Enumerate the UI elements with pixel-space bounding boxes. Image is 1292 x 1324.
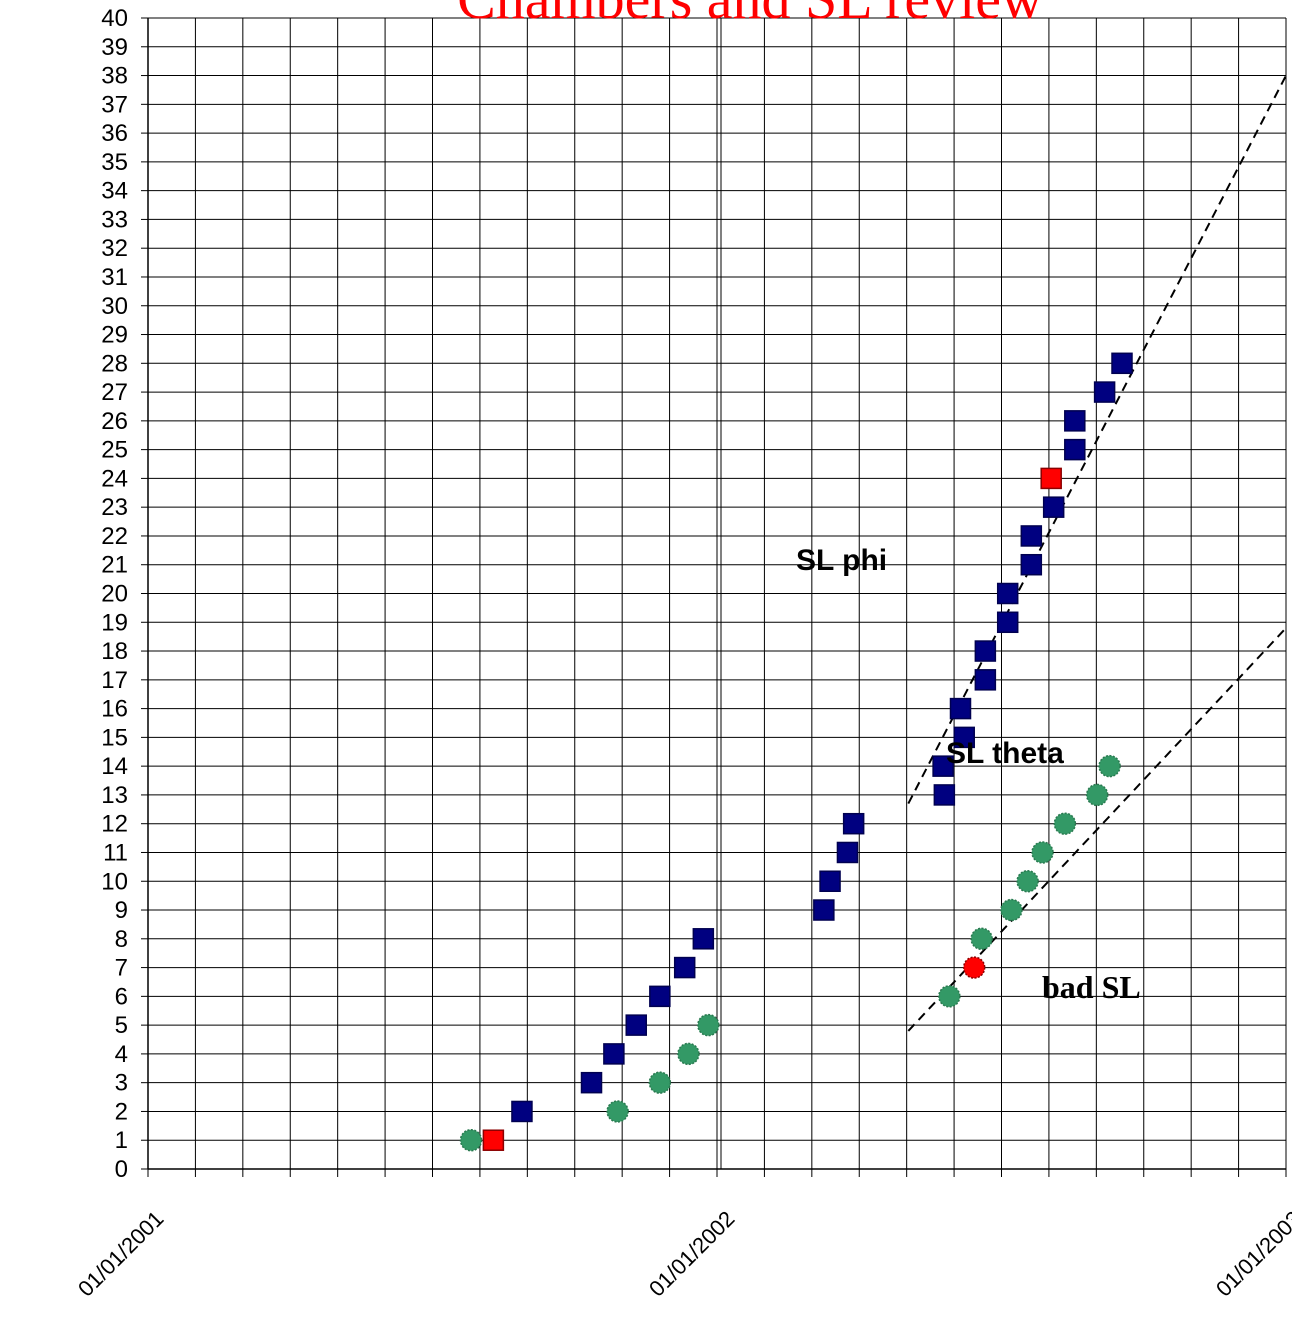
y-tick-label: 34 (101, 178, 128, 205)
data-point-circle (962, 956, 986, 979)
annotation-bad-sl: bad SL (1042, 969, 1141, 1005)
annotation-sl-theta: SL theta (946, 737, 1064, 770)
data-point-square (1042, 496, 1065, 518)
y-tick-label: 38 (101, 63, 128, 90)
data-point-square (949, 697, 972, 720)
y-tick-label: 23 (101, 494, 128, 521)
y-tick-label: 17 (101, 667, 128, 694)
x-tick-label: 01/01/2002 (644, 1206, 740, 1302)
y-tick-label: 33 (101, 206, 128, 233)
data-point-square (1064, 410, 1086, 432)
data-point-square (673, 956, 696, 979)
data-point-square (482, 1129, 505, 1151)
data-point-circle (648, 1071, 672, 1094)
y-tick-label: 28 (101, 350, 128, 377)
data-point-square (625, 1014, 647, 1036)
y-tick-label: 16 (101, 696, 128, 723)
data-point-circle (1085, 783, 1109, 807)
data-point-square (974, 669, 997, 691)
data-point-square (1111, 352, 1133, 375)
y-tick-label: 5 (115, 1012, 128, 1039)
data-point-circle (1031, 841, 1054, 864)
data-point-circle (970, 927, 993, 951)
data-point-square (1040, 467, 1062, 490)
data-point-circle (459, 1128, 483, 1152)
trendline (907, 75, 1287, 805)
data-point-square (933, 784, 956, 806)
data-point-square (1020, 553, 1043, 576)
y-tick-label: 13 (101, 782, 128, 809)
y-tick-label: 8 (115, 926, 128, 953)
y-tick-label: 36 (101, 120, 128, 147)
data-point-square (932, 755, 954, 777)
y-tick-label: 29 (101, 322, 128, 349)
y-tick-label: 9 (115, 897, 128, 924)
y-tick-label: 25 (101, 437, 128, 464)
data-point-square (996, 611, 1019, 634)
y-tick-label: 2 (115, 1098, 128, 1125)
data-point-square (692, 928, 715, 950)
y-tick-label: 4 (115, 1041, 128, 1068)
y-tick-label: 27 (101, 379, 128, 406)
data-point-square (974, 640, 997, 662)
y-tick-label: 40 (101, 5, 128, 32)
y-tick-label: 15 (101, 724, 128, 751)
data-point-square (953, 726, 975, 749)
y-tick-label: 1 (115, 1127, 128, 1154)
data-point-circle (1053, 812, 1077, 835)
x-tick-label: 01/01/2003 (1211, 1206, 1292, 1302)
data-point-square (603, 1043, 625, 1065)
data-point-square (836, 841, 859, 864)
data-point-square (819, 870, 841, 892)
data-point-circle (1000, 898, 1023, 922)
y-tick-label: 35 (101, 149, 128, 176)
data-point-circle (677, 1042, 700, 1066)
x-tick-labels: 01/01/2001 01/01/2002 01/01/2003 (73, 1206, 1292, 1302)
y-tick-label: 37 (101, 91, 128, 118)
data-point-square (1020, 525, 1043, 547)
data-point-square (842, 812, 865, 835)
y-tick-label: 30 (101, 293, 128, 320)
y-tick-label: 20 (101, 581, 128, 608)
data-point-square (580, 1071, 603, 1094)
data-point-circle (697, 1013, 720, 1037)
y-tick-label: 7 (115, 955, 128, 982)
y-tick-label: 12 (101, 811, 128, 838)
y-tick-label: 3 (115, 1070, 128, 1097)
y-tick-label: 14 (101, 753, 128, 780)
chart-title: Chambers and SL review (457, 0, 1043, 31)
data-point-square (813, 899, 835, 921)
data-point-square (1064, 438, 1086, 461)
y-tick-label: 26 (101, 408, 128, 435)
y-tick-label: 6 (115, 983, 128, 1010)
y-tick-label: 24 (101, 465, 128, 492)
axes (141, 17, 1287, 1177)
y-tick-label: 0 (115, 1156, 128, 1183)
data-points (459, 352, 1133, 1152)
y-tick-label: 19 (101, 609, 128, 636)
y-tick-label: 39 (101, 34, 128, 61)
data-point-square (511, 1100, 533, 1123)
trendlines (907, 75, 1287, 1032)
y-tick-label: 10 (101, 868, 128, 895)
y-tick-labels: 0123456789101112131415161718192021222324… (101, 5, 128, 1183)
y-tick-label: 32 (101, 235, 128, 262)
x-tick-label: 01/01/2001 (73, 1206, 169, 1302)
y-tick-label: 31 (101, 264, 128, 291)
data-point-circle (1098, 754, 1121, 778)
annotation-sl-phi: SL phi (796, 544, 887, 577)
y-tick-label: 18 (101, 638, 128, 665)
y-tick-label: 11 (103, 839, 128, 866)
y-tick-label: 21 (101, 552, 128, 579)
data-point-square (996, 582, 1019, 605)
data-point-circle (606, 1100, 629, 1123)
data-point-circle (938, 985, 961, 1008)
data-point-circle (1016, 870, 1039, 893)
data-point-square (649, 985, 671, 1008)
y-tick-label: 22 (101, 523, 128, 550)
data-point-square (1093, 381, 1116, 403)
